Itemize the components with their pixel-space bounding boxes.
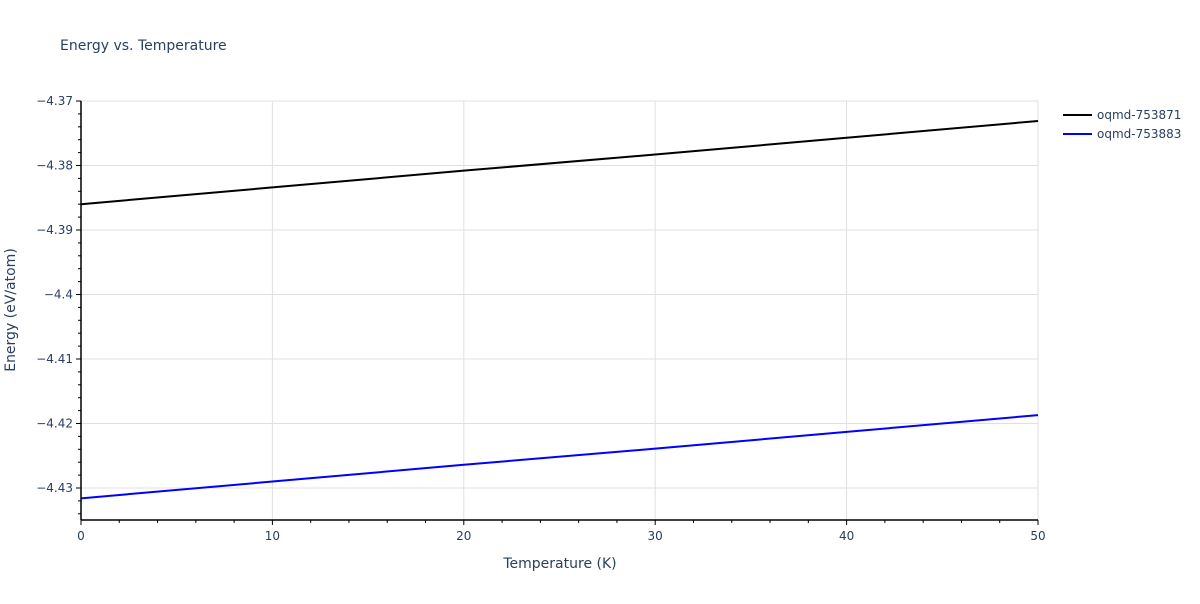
x-tick-label: 40	[839, 529, 854, 543]
y-tick-label: −4.43	[36, 481, 73, 495]
x-tick-label: 20	[456, 529, 471, 543]
y-tick-label: −4.37	[36, 94, 73, 108]
grid-lines	[81, 100, 1039, 520]
x-tick-label: 30	[648, 529, 663, 543]
chart-title: Energy vs. Temperature	[60, 38, 227, 54]
y-tick-label: −4.41	[36, 352, 73, 366]
x-tick-label: 50	[1030, 529, 1045, 543]
legend[interactable]: oqmd-753871 oqmd-753883	[1063, 108, 1181, 141]
axes: 0 10 20 30 40 50 −4.37 −4.38 −4.39 −4.4 −4.41 −4.42…	[36, 94, 1045, 543]
x-tick-label: 0	[77, 529, 85, 543]
y-axis-title: Energy (eV/atom)	[3, 248, 19, 372]
x-tick-label: 10	[265, 529, 280, 543]
legend-item-oqmd-753883[interactable]: oqmd-753883	[1063, 127, 1181, 141]
y-tick-label: −4.39	[36, 223, 73, 237]
legend-label: oqmd-753871	[1097, 108, 1181, 122]
y-tick-label: −4.42	[36, 417, 73, 431]
y-tick-label: −4.38	[36, 159, 73, 173]
series-line-oqmd-753883[interactable]	[80, 414, 1039, 500]
legend-label: oqmd-753883	[1097, 127, 1181, 141]
y-tick-label: −4.4	[44, 288, 73, 302]
plot-area[interactable]	[80, 119, 1039, 500]
series-line-oqmd-753871[interactable]	[80, 119, 1039, 206]
legend-item-oqmd-753871[interactable]: oqmd-753871	[1063, 108, 1181, 122]
x-axis-title: Temperature (K)	[502, 556, 616, 572]
